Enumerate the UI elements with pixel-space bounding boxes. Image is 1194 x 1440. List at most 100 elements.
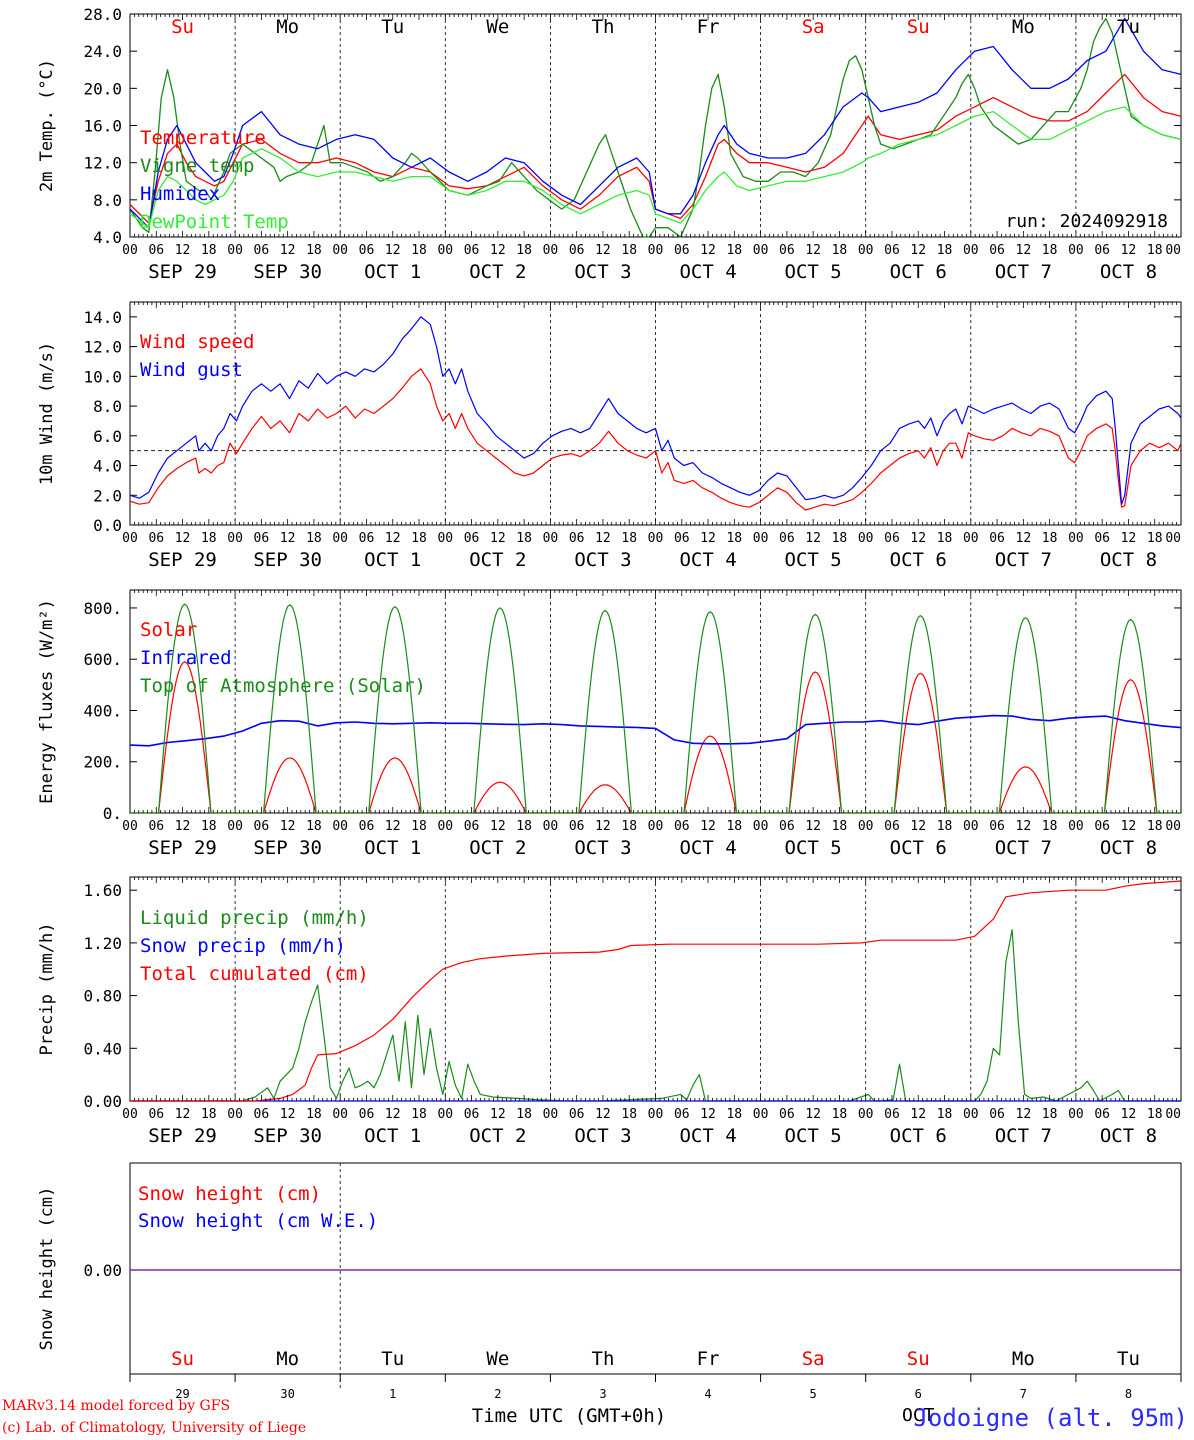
date-label: OCT 7 (995, 1125, 1052, 1147)
run-label: run: 2024092918 (1005, 211, 1168, 232)
hour-tick-label: 12 (1016, 243, 1032, 258)
wind-legend-2: Wind gust (140, 359, 243, 381)
date-label: OCT 1 (364, 1125, 421, 1147)
hour-tick-label: 00 (332, 531, 348, 546)
day-name-label: We (486, 1348, 509, 1370)
hour-tick-label: 18 (832, 243, 848, 258)
date-label: SEP 30 (253, 1125, 322, 1147)
hour-tick-label: 06 (779, 243, 795, 258)
hour-tick-label: 12 (1121, 819, 1137, 834)
hour-tick-label: 18 (516, 531, 532, 546)
y-tick-label: 6.0 (93, 427, 122, 446)
hour-tick-label: 00 (332, 243, 348, 258)
precip-legend-2: Snow precip (mm/h) (140, 935, 346, 957)
y-tick-label: 0.00 (83, 1092, 122, 1111)
hour-tick-label: 18 (516, 1107, 532, 1122)
hour-tick-label: 06 (989, 1107, 1005, 1122)
y-tick-label: 8.0 (93, 191, 122, 210)
day-name-label: Th (592, 1348, 615, 1370)
date-label: OCT 5 (785, 261, 842, 283)
hour-tick-label: 06 (884, 819, 900, 834)
hour-tick-label: 00 (963, 243, 979, 258)
hour-tick-label: 18 (621, 531, 637, 546)
hour-tick-label: 00 (753, 819, 769, 834)
hour-tick-label: 12 (595, 819, 611, 834)
hour-tick-label: 12 (1016, 819, 1032, 834)
day-number-label: 7 (1020, 1387, 1027, 1401)
hour-tick-label: 00 (332, 1107, 348, 1122)
panel-frame (129, 301, 1182, 526)
hour-tick-label: 18 (1147, 819, 1163, 834)
hour-tick-label: 18 (1147, 531, 1163, 546)
hour-tick-label: 12 (700, 531, 716, 546)
hour-tick-label: 06 (1094, 1107, 1110, 1122)
hour-tick-label: 06 (779, 819, 795, 834)
hour-tick-label: 18 (516, 819, 532, 834)
date-label: OCT 6 (890, 261, 947, 283)
y-tick-label: 0. (103, 804, 122, 823)
hour-tick-label: 06 (884, 531, 900, 546)
day-name-label: Mo (1012, 16, 1035, 38)
hour-tick-label: 18 (1042, 819, 1058, 834)
hour-tick-label: 00 (227, 243, 243, 258)
hour-tick-label: 18 (1042, 243, 1058, 258)
hour-tick-label: 06 (148, 1107, 164, 1122)
hour-tick-label: 18 (411, 819, 427, 834)
day-number-label: 8 (1125, 1387, 1132, 1401)
temp-legend-4: DewPoint Temp (140, 211, 289, 233)
hour-tick-label: 12 (700, 243, 716, 258)
y-tick-label: 600. (83, 650, 122, 669)
hour-tick-label: 00 (227, 531, 243, 546)
hour-tick-label: 12 (175, 1107, 191, 1122)
hour-tick-label: 18 (1042, 531, 1058, 546)
date-label: SEP 30 (253, 261, 322, 283)
y-tick-label: 0.80 (83, 987, 122, 1006)
hour-tick-label: 06 (569, 531, 585, 546)
hour-tick-label: 06 (464, 531, 480, 546)
hour-tick-label: 00 (648, 243, 664, 258)
date-label: OCT 4 (679, 261, 736, 283)
hour-tick-label: 00 (648, 1107, 664, 1122)
y-tick-label: 4.0 (93, 457, 122, 476)
date-label: OCT 7 (995, 837, 1052, 859)
date-label: SEP 29 (148, 1125, 217, 1147)
hour-tick-label: 12 (280, 531, 296, 546)
hour-tick-label: 12 (385, 531, 401, 546)
day-name-label: Su (907, 16, 930, 38)
flux-legend-1: Solar (140, 619, 197, 641)
hour-tick-label: 00 (648, 819, 664, 834)
hour-tick-label: 18 (726, 243, 742, 258)
hour-tick-label: 06 (674, 531, 690, 546)
hour-tick-label: 06 (254, 243, 270, 258)
hour-tick-label: 18 (306, 243, 322, 258)
hour-tick-label: 00 (858, 1107, 874, 1122)
date-label: OCT 4 (679, 837, 736, 859)
day-number-label: 1 (389, 1387, 396, 1401)
series-line-2 (129, 316, 1182, 505)
panel-4: 0.00 0.40 0.80 1.20 1.60 Precip (mm/h) 00 06 12 1… (37, 876, 1182, 1147)
hour-tick-label: 18 (832, 531, 848, 546)
series-line-3 (130, 603, 1181, 814)
hour-tick-label: 12 (490, 819, 506, 834)
flux-legend-3: Top of Atmosphere (Solar) (140, 675, 426, 697)
hour-tick-label: 06 (989, 243, 1005, 258)
day-name-label: Tu (1117, 1348, 1140, 1370)
date-label: OCT 2 (469, 1125, 526, 1147)
snow-legend-1: Snow height (cm) (138, 1183, 321, 1205)
hour-tick-label: 06 (148, 243, 164, 258)
month-label: OCT (902, 1405, 935, 1426)
y-tick-label: 2.0 (93, 486, 122, 505)
lab-credit: (c) Lab. of Climatology, University of L… (2, 1420, 307, 1436)
hour-tick-label: 06 (148, 531, 164, 546)
hour-tick-label: 12 (490, 531, 506, 546)
hour-tick-label: 00 (543, 819, 559, 834)
day-name-label: Tu (381, 1348, 404, 1370)
hour-tick-label: 06 (359, 1107, 375, 1122)
hour-tick-label: 06 (884, 243, 900, 258)
y-axis-label: Precip (mm/h) (37, 922, 57, 1055)
station-label: Jodoigne (alt. 95m) (913, 1404, 1188, 1432)
date-label: OCT 6 (890, 1125, 947, 1147)
hour-tick-label: 00 (543, 243, 559, 258)
day-number-label: 5 (810, 1387, 817, 1401)
hour-tick-label: 06 (254, 531, 270, 546)
